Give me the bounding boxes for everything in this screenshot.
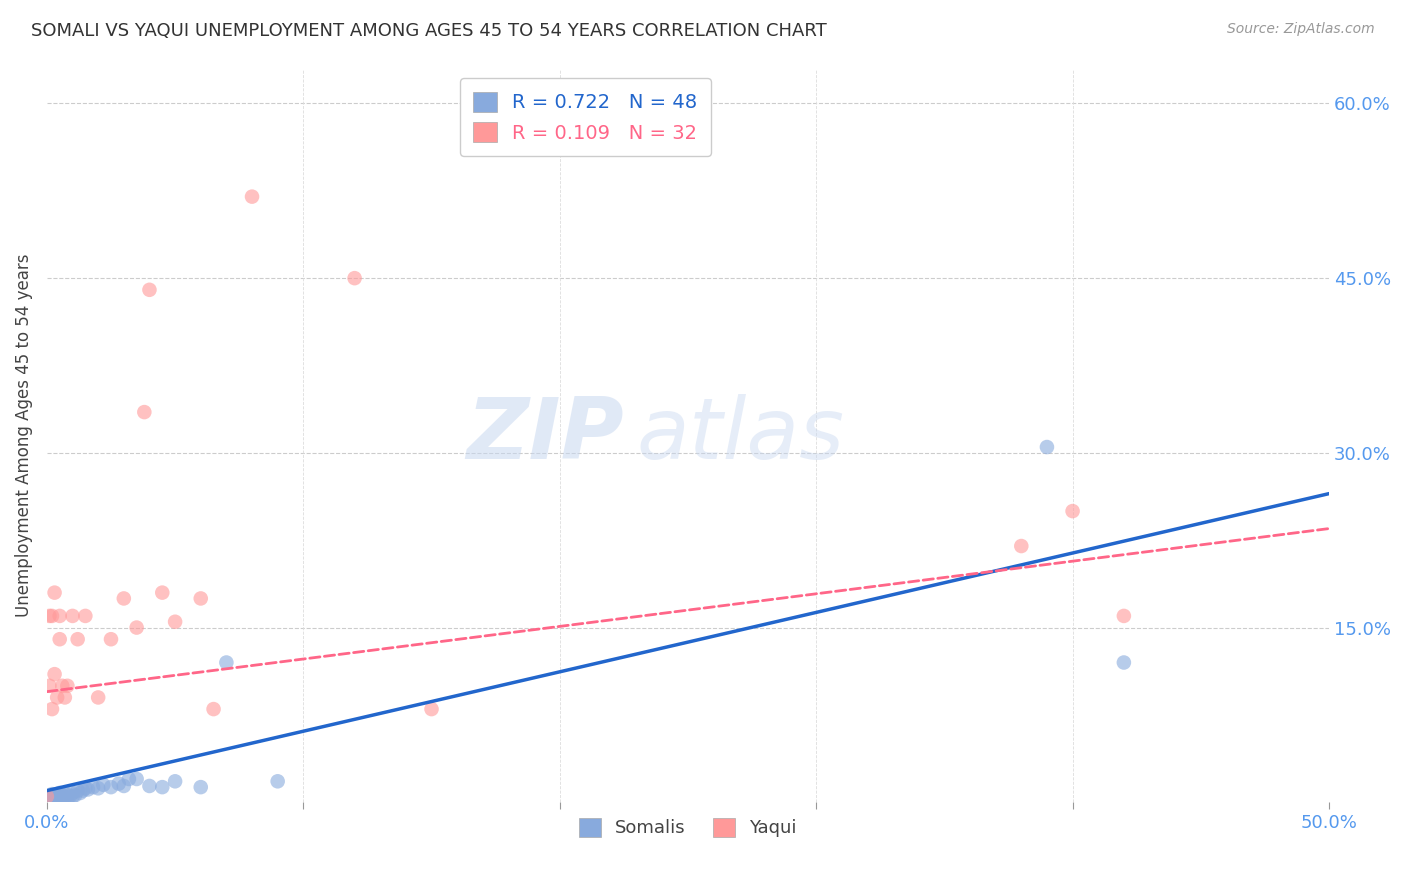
- Point: [112, 591, 135, 606]
- Point: [46, 787, 69, 801]
- Point: [190, 780, 212, 794]
- Point: [46, 791, 69, 805]
- Point: [1036, 440, 1059, 454]
- Point: [48, 789, 70, 804]
- Point: [41, 790, 63, 805]
- Point: [35, 795, 58, 809]
- Point: [53, 690, 76, 705]
- Text: atlas: atlas: [637, 394, 845, 477]
- Point: [118, 772, 141, 786]
- Point: [62, 789, 84, 804]
- Point: [138, 283, 160, 297]
- Point: [138, 779, 160, 793]
- Point: [1062, 504, 1084, 518]
- Point: [1112, 608, 1135, 623]
- Point: [41, 608, 63, 623]
- Point: [150, 780, 173, 794]
- Point: [62, 608, 84, 623]
- Point: [35, 789, 58, 804]
- Point: [41, 702, 63, 716]
- Point: [38, 608, 60, 623]
- Point: [38, 789, 60, 804]
- Point: [66, 783, 89, 797]
- Point: [44, 789, 66, 803]
- Point: [343, 271, 366, 285]
- Point: [56, 679, 79, 693]
- Point: [420, 702, 443, 716]
- Point: [35, 791, 58, 805]
- Point: [87, 781, 110, 796]
- Point: [240, 189, 263, 203]
- Text: SOMALI VS YAQUI UNEMPLOYMENT AMONG AGES 45 TO 54 YEARS CORRELATION CHART: SOMALI VS YAQUI UNEMPLOYMENT AMONG AGES …: [31, 22, 827, 40]
- Point: [51, 789, 73, 803]
- Point: [53, 790, 76, 805]
- Legend: Somalis, Yaqui: Somalis, Yaqui: [572, 811, 804, 845]
- Point: [63, 789, 86, 803]
- Point: [56, 787, 79, 801]
- Point: [41, 787, 63, 801]
- Point: [35, 789, 58, 804]
- Point: [41, 793, 63, 807]
- Point: [56, 791, 79, 805]
- Point: [112, 779, 135, 793]
- Point: [48, 632, 70, 647]
- Point: [82, 780, 104, 794]
- Point: [91, 778, 114, 792]
- Point: [51, 791, 73, 805]
- Point: [202, 702, 225, 716]
- Point: [107, 777, 129, 791]
- Point: [1010, 539, 1032, 553]
- Point: [48, 608, 70, 623]
- Point: [87, 690, 110, 705]
- Point: [44, 667, 66, 681]
- Y-axis label: Unemployment Among Ages 45 to 54 years: Unemployment Among Ages 45 to 54 years: [15, 253, 32, 617]
- Point: [190, 591, 212, 606]
- Point: [100, 632, 122, 647]
- Point: [100, 780, 122, 794]
- Point: [165, 774, 187, 789]
- Text: ZIP: ZIP: [467, 394, 624, 477]
- Point: [150, 585, 173, 599]
- Point: [69, 786, 91, 800]
- Point: [38, 795, 60, 809]
- Point: [215, 656, 238, 670]
- Point: [1112, 656, 1135, 670]
- Point: [46, 690, 69, 705]
- Point: [75, 781, 97, 796]
- Point: [38, 679, 60, 693]
- Point: [62, 786, 84, 800]
- Point: [266, 774, 288, 789]
- Point: [44, 790, 66, 805]
- Point: [48, 793, 70, 807]
- Point: [53, 787, 76, 801]
- Point: [125, 621, 148, 635]
- Point: [77, 782, 100, 797]
- Point: [51, 679, 73, 693]
- Point: [66, 632, 89, 647]
- Point: [48, 786, 70, 800]
- Point: [75, 608, 97, 623]
- Point: [44, 793, 66, 807]
- Point: [44, 585, 66, 599]
- Point: [134, 405, 156, 419]
- Point: [165, 615, 187, 629]
- Point: [38, 793, 60, 807]
- Point: [72, 783, 94, 797]
- Point: [59, 789, 82, 804]
- Text: Source: ZipAtlas.com: Source: ZipAtlas.com: [1227, 22, 1375, 37]
- Point: [125, 772, 148, 786]
